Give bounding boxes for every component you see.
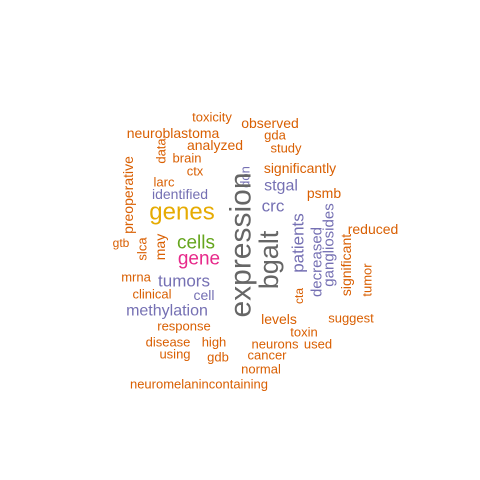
word-levels: levels [261,311,297,327]
word-analyzed: analyzed [187,137,243,153]
word-methylation: methylation [126,303,208,320]
word-significant: significant [338,234,354,296]
word-normal: normal [241,362,281,377]
word-gda: gda [264,128,286,143]
word-don: don [238,166,253,188]
word-patients: patients [289,213,308,273]
word-expression: expression [225,172,258,317]
word-used: used [304,337,332,352]
word-slca: slca [135,237,150,261]
word-gtb: gtb [113,236,130,250]
word-ctx: ctx [187,164,204,179]
word-data: data [154,138,169,164]
word-cancer: cancer [247,348,287,363]
word-bgalt: bgalt [254,230,284,289]
word-decreased: decreased [309,227,326,297]
word-toxicity: toxicity [192,110,232,125]
word-brain: brain [173,151,202,166]
word-gdb: gdb [207,350,229,365]
word-cell: cell [193,287,214,303]
word-reduced: reduced [348,221,399,237]
word-gangliosides: gangliosides [321,203,338,286]
word-crc: crc [262,197,285,216]
word-disease: disease [146,335,191,350]
word-may: may [152,234,168,260]
word-tumor: tumor [360,263,375,297]
word-gene: gene [178,249,220,270]
word-preoperative: preoperative [120,156,136,234]
word-neuromelanincontaining: neuromelanincontaining [130,377,268,392]
word-response: response [157,319,210,334]
word-study: study [270,141,302,156]
word-clinical: clinical [132,287,171,302]
word-toxin: toxin [290,325,317,340]
word-neurons: neurons [252,337,299,352]
word-tumors: tumors [158,272,210,291]
word-identified: identified [152,186,208,202]
word-larc: larc [154,175,175,190]
word-psmb: psmb [307,185,341,201]
word-observed: observed [241,115,299,131]
word-neuroblastoma: neuroblastoma [127,125,220,141]
word-significantly: significantly [264,160,336,176]
word-cta: cta [292,288,306,304]
word-high: high [202,335,227,350]
word-mrna: mrna [121,270,151,285]
word-using: using [159,347,190,362]
word-suggest: suggest [328,311,374,326]
word-genes: genes [149,199,214,226]
word-cells: cells [177,233,215,254]
word-stgal: stgal [264,178,298,195]
